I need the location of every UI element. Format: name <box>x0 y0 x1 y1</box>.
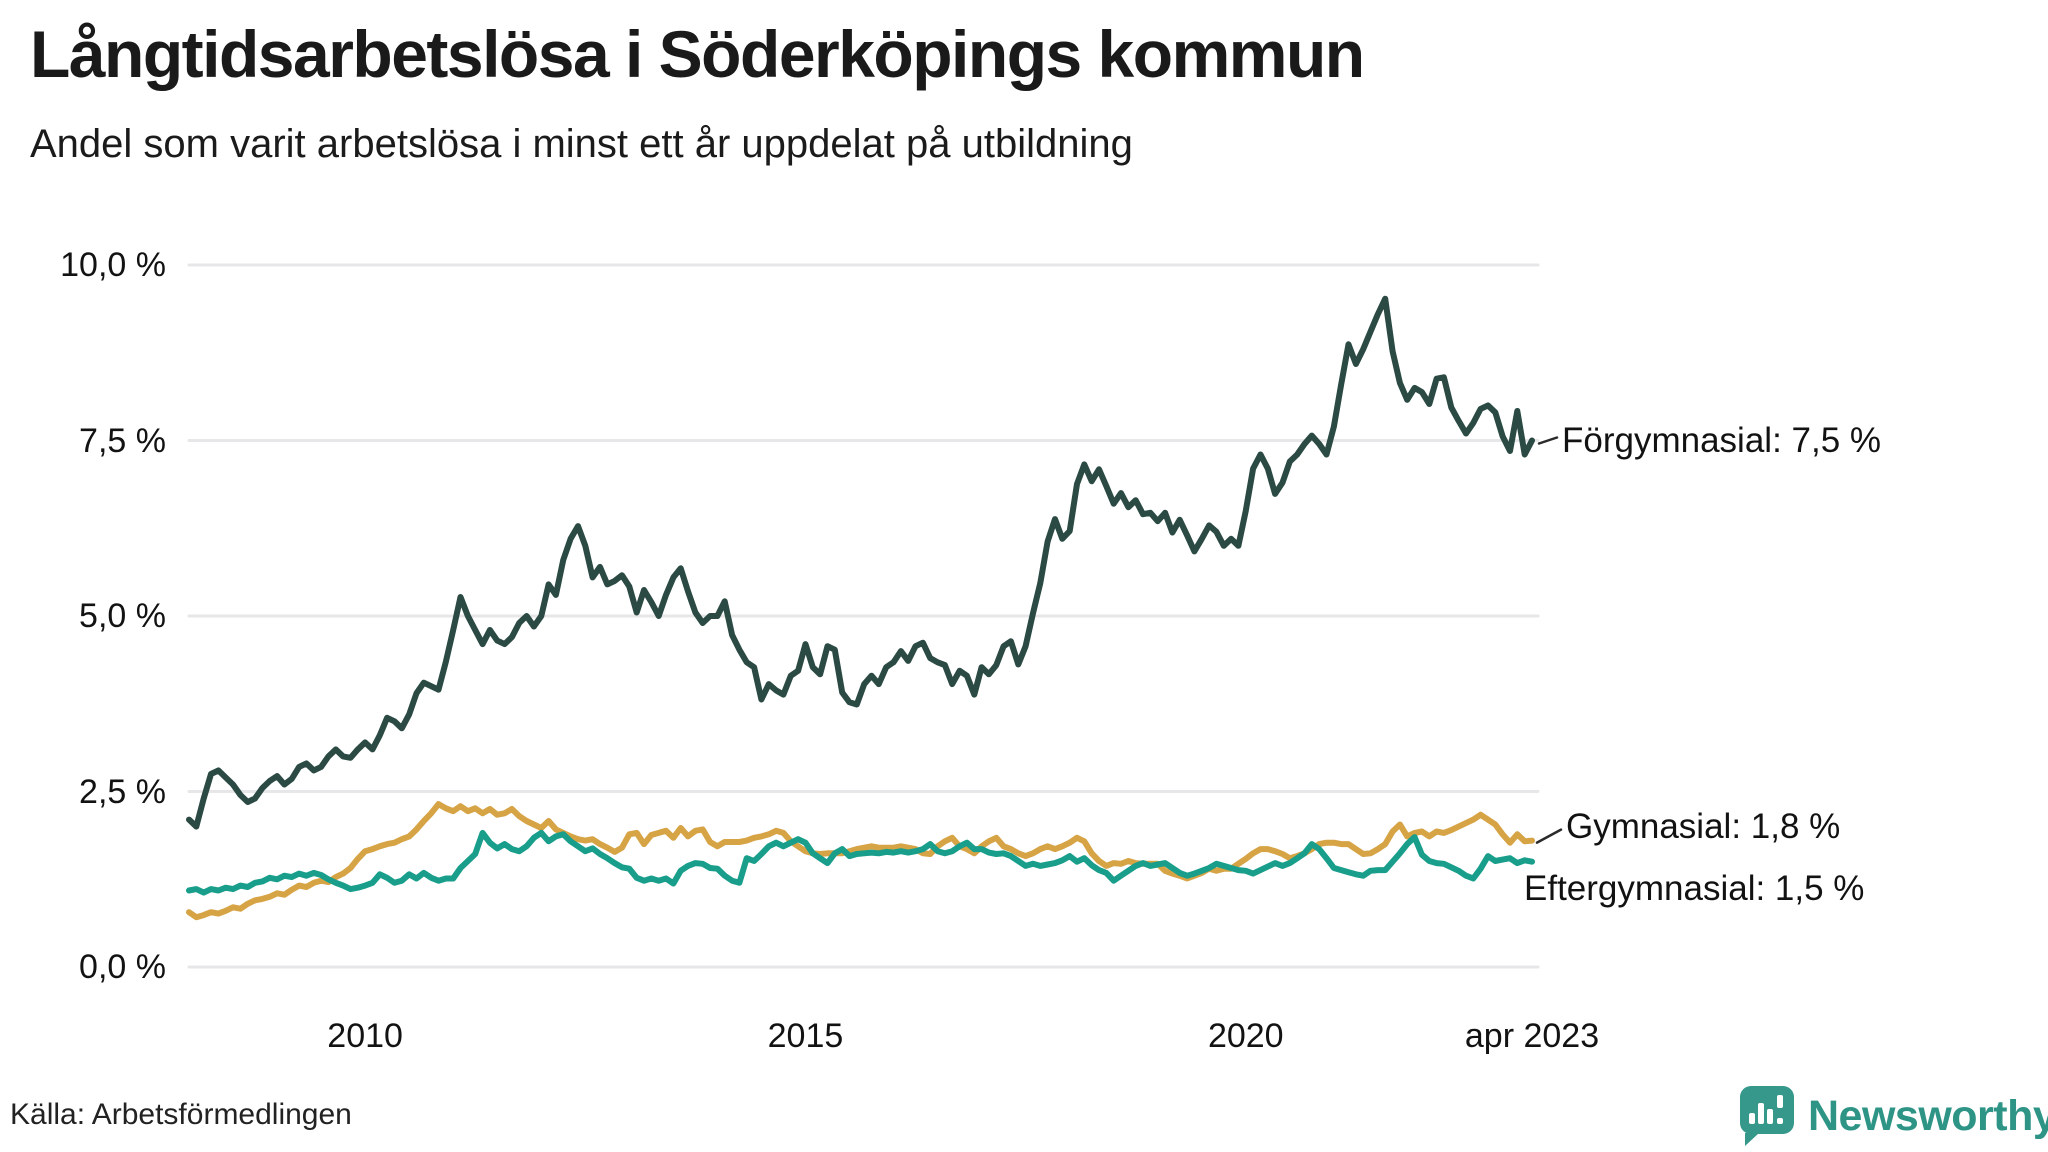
x-tick-label: 2020 <box>1207 1017 1284 1055</box>
page-title: Långtidsarbetslösa i Söderköpings kommun <box>30 17 1365 91</box>
logo-bar-icon <box>1758 1103 1764 1124</box>
x-tick-label: apr 2023 <box>1464 1017 1600 1055</box>
y-tick-label: 10,0 % <box>60 246 166 284</box>
x-tick-label: 2010 <box>327 1017 403 1055</box>
source-note: Källa: Arbetsförmedlingen <box>10 1098 352 1131</box>
series-label-gymnasial: Gymnasial: 1,8 % <box>1566 806 1841 846</box>
logo-bar-icon <box>1767 1109 1773 1124</box>
series-line-eftergymnasial <box>186 829 1535 896</box>
series-line-förgymnasial <box>186 295 1535 830</box>
y-tick-label: 0,0 % <box>79 948 166 986</box>
series-label-eftergymnasial: Eftergymnasial: 1,5 % <box>1524 868 1865 908</box>
x-tick-label: 2015 <box>767 1017 844 1055</box>
logo-bar-icon <box>1749 1113 1755 1124</box>
y-tick-label: 7,5 % <box>79 421 166 460</box>
newsworthy-logo-icon <box>1740 1086 1794 1146</box>
y-tick-label: 2,5 % <box>79 772 166 811</box>
series-label-forgymnasial: Förgymnasial: 7,5 % <box>1562 420 1882 460</box>
logo-exclamation-dot-icon <box>1777 1118 1783 1124</box>
chart-subtitle: Andel som varit arbetslösa i minst ett å… <box>30 122 1133 166</box>
y-tick-label: 5,0 % <box>79 597 166 635</box>
newsworthy-wordmark: Newsworthy <box>1808 1092 2048 1140</box>
logo-exclamation-icon <box>1777 1095 1783 1108</box>
